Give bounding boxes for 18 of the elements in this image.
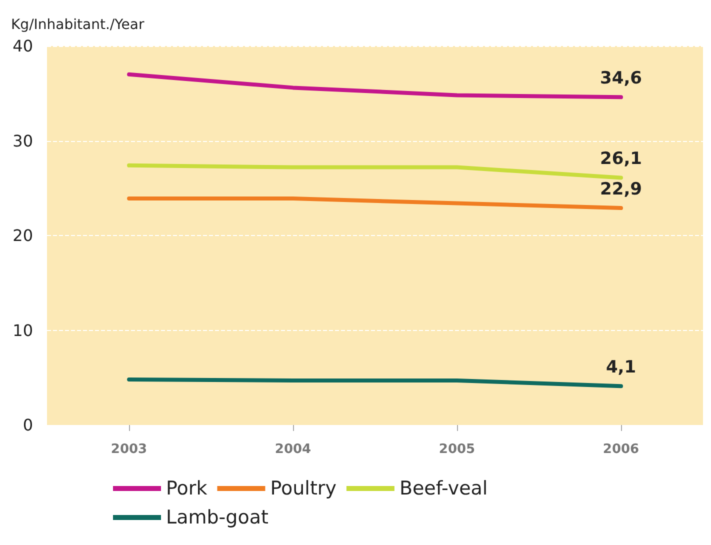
x-tick-label: 2004 [274, 442, 312, 457]
x-tick-label: 2005 [438, 442, 476, 457]
y-tick-label: 30 [12, 131, 33, 150]
y-tick-label: 40 [12, 36, 33, 56]
legend-label: Beef-veal [399, 478, 488, 500]
legend-label: Lamb-goat [166, 506, 268, 528]
y-tick-label: 10 [12, 320, 33, 340]
x-tick-label: 2006 [602, 442, 640, 457]
data-label: 22,9 [600, 180, 642, 200]
data-label: 4,1 [606, 358, 636, 378]
x-tick-label: 2003 [110, 442, 148, 457]
legend-label: Poultry [270, 478, 336, 500]
y-tick-label: 0 [22, 416, 33, 434]
y-axis-title: Kg/Inhabitant./Year [11, 17, 144, 33]
legend-label: Pork [166, 478, 208, 500]
data-label: 26,1 [600, 149, 642, 170]
y-tick-label: 20 [12, 226, 33, 245]
data-label: 34,6 [600, 68, 642, 89]
